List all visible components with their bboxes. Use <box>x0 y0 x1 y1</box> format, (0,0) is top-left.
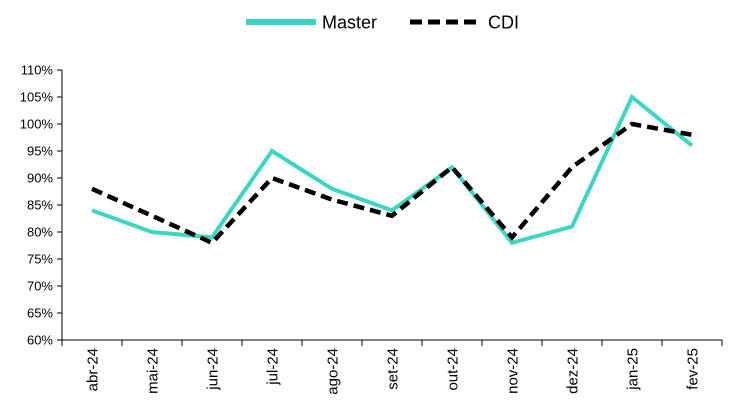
data-point-cdi <box>451 166 453 168</box>
y-tick-label: 100% <box>20 117 54 132</box>
data-point-master <box>331 188 333 190</box>
x-tick-label: ago-24 <box>324 348 341 395</box>
y-tick-label: 85% <box>27 198 53 213</box>
series-line-master <box>91 93 694 246</box>
y-axis: 60% 65% 70% 75% 80% 85% 90% 95% 100% 105% 110% <box>20 63 63 348</box>
y-tick-label: 60% <box>27 333 53 348</box>
series-line-cdi <box>91 121 693 246</box>
y-tick-label: 90% <box>27 171 53 186</box>
y-tick-label: 95% <box>27 144 53 159</box>
data-point-cdi <box>571 166 573 168</box>
y-tick-label: 75% <box>27 252 53 267</box>
x-tick-label: jun-24 <box>204 348 221 391</box>
x-tick-label: abr-24 <box>84 348 101 391</box>
y-tick-label: 80% <box>27 225 53 240</box>
data-point-cdi <box>271 177 273 179</box>
y-tick-label: 70% <box>27 279 53 294</box>
data-point-master <box>631 96 633 98</box>
y-tick-label: 110% <box>21 63 54 78</box>
data-point-cdi <box>631 123 633 125</box>
y-tick-label: 65% <box>27 306 53 321</box>
x-tick-label: out-24 <box>444 348 461 391</box>
data-point-cdi <box>691 134 693 136</box>
x-tick-label: nov-24 <box>504 348 521 394</box>
data-point-master <box>151 231 153 233</box>
data-point-master <box>391 209 393 211</box>
legend-label-cdi: CDI <box>488 13 519 33</box>
y-tick-label: 105% <box>20 90 54 105</box>
legend: Master CDI <box>246 13 519 33</box>
x-axis: abr-24 mai-24 jun-24 jul-24 ago-24 set-24 out-… <box>61 339 723 395</box>
data-point-cdi <box>211 242 213 244</box>
legend-label-master: Master <box>322 13 377 33</box>
x-tick-label: mai-24 <box>144 348 161 394</box>
data-point-cdi <box>91 188 93 190</box>
data-point-master <box>511 242 513 244</box>
data-point-master <box>271 150 273 152</box>
data-point-master <box>571 226 573 228</box>
x-tick-label: dez-24 <box>564 348 581 394</box>
data-point-cdi <box>151 215 153 217</box>
data-point-master <box>211 236 213 238</box>
x-tick-label: fev-25 <box>684 348 701 390</box>
x-tick-label: jul-24 <box>264 348 281 386</box>
x-tick-label: jan-25 <box>624 348 641 391</box>
data-point-master <box>691 145 693 147</box>
x-tick-label: set-24 <box>384 348 401 390</box>
data-point-cdi <box>511 236 513 238</box>
plot-lines <box>91 93 694 246</box>
data-point-cdi <box>331 199 333 201</box>
data-point-cdi <box>391 215 393 217</box>
data-point-master <box>91 209 93 211</box>
